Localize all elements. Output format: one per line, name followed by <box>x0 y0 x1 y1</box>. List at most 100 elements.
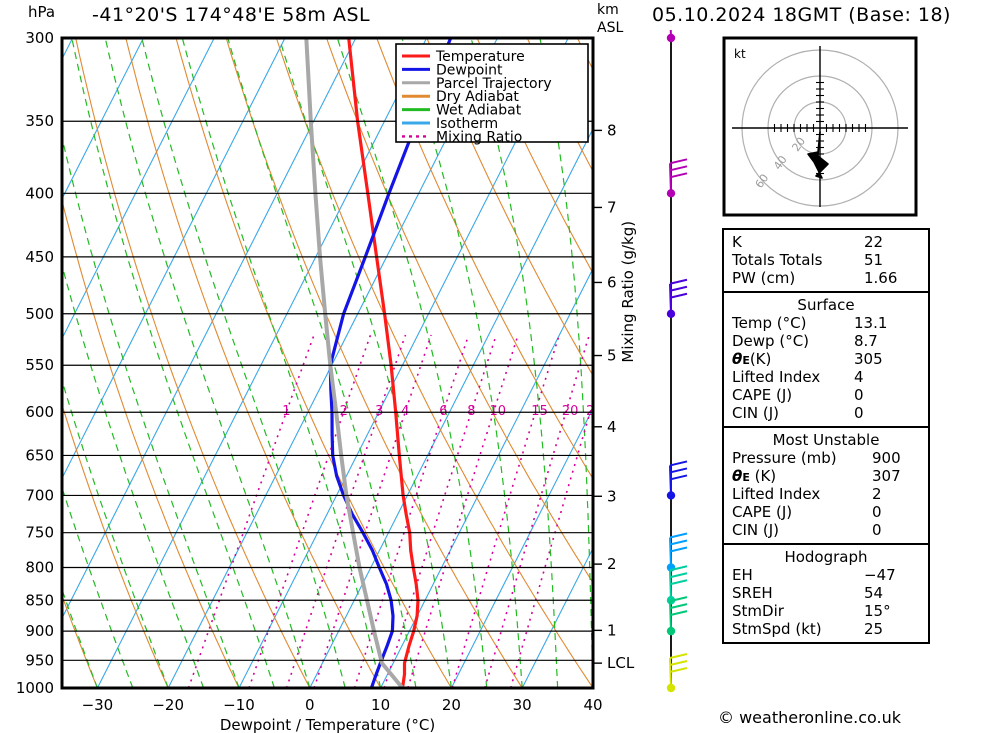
most-unstable-panel: Most Unstable Pressure (mb) 900 θE (K) 307 Li… <box>722 426 930 545</box>
index-value: 15° <box>864 602 891 620</box>
index-label: Lifted Index <box>732 368 821 386</box>
dry-adiabat-line <box>62 198 240 688</box>
temperature-tick-label: −20 <box>152 696 184 714</box>
index-label: Lifted Index <box>732 485 821 503</box>
index-label: Dewp (°C) <box>732 332 810 350</box>
pressure-tick-label: 300 <box>25 29 54 47</box>
index-value: 51 <box>864 251 884 269</box>
index-label: CAPE (J) <box>732 503 793 521</box>
height-tick-label: 2 <box>607 555 617 573</box>
index-row: Dewp (°C) 8.7 <box>732 332 920 350</box>
hodograph-unit-label: kt <box>734 47 746 61</box>
asl-unit-label: ASL <box>597 20 624 36</box>
mixing-ratio-line <box>353 334 470 688</box>
mixing-ratio-line <box>451 334 560 688</box>
isotherm-line <box>521 546 593 688</box>
pressure-tick-label: 350 <box>25 112 54 130</box>
index-label: CAPE (J) <box>732 386 793 404</box>
pressure-tick-label: 850 <box>25 591 54 609</box>
index-value: −47 <box>864 566 896 584</box>
x-axis-label: Dewpoint / Temperature (°C) <box>220 716 435 733</box>
wet-adiabat-line <box>62 485 134 688</box>
index-value: 0 <box>872 521 882 539</box>
wind-barb <box>666 278 688 318</box>
hodograph-stats-panel-title: Hodograph <box>784 548 868 566</box>
wet-adiabat-line <box>181 38 382 688</box>
index-label: SREH <box>732 584 773 602</box>
copyright-label: © weatheronline.co.uk <box>718 708 901 727</box>
index-row: SREH 54 <box>732 584 920 602</box>
pressure-tick-label: 600 <box>25 403 54 421</box>
isotherm-line <box>167 38 498 688</box>
index-value: 25 <box>864 620 884 638</box>
isotherm-line <box>309 127 593 688</box>
surface-panel: Surface Temp (°C) 13.1 Dewp (°C) 8.7 θE(K) 305… <box>722 291 930 428</box>
index-label: K <box>732 233 742 251</box>
km-unit-label: km <box>597 2 619 18</box>
temperature-tick-label: 40 <box>583 696 602 714</box>
index-value: 900 <box>872 449 901 467</box>
index-row: Temp (°C) 13.1 <box>732 314 920 332</box>
index-value: 307 <box>872 467 901 485</box>
legend-label: Isotherm <box>436 116 498 132</box>
height-tick-label: 8 <box>607 121 617 139</box>
wet-adiabat-line <box>141 38 346 688</box>
isotherm-line <box>62 38 357 620</box>
isotherm-line <box>238 38 569 688</box>
index-value: 0 <box>854 386 864 404</box>
index-value: 1.66 <box>864 269 898 287</box>
wet-adiabat-line <box>0 38 27 688</box>
legend-label: Dry Adiabat <box>436 89 519 105</box>
pressure-tick-label: 400 <box>25 184 54 202</box>
most-unstable-panel-title: Most Unstable <box>772 431 880 449</box>
height-tick-label: 3 <box>607 487 617 505</box>
isotherm-line <box>450 407 593 688</box>
mixing-ratio-axis-label: Mixing Ratio (g/kg) <box>619 221 637 363</box>
index-row: CIN (J) 0 <box>732 521 920 539</box>
index-row: θE(K) 305 <box>732 350 920 368</box>
index-label: StmDir <box>732 602 784 620</box>
height-tick-label: 1 <box>607 621 617 639</box>
index-value: 305 <box>854 350 883 368</box>
dry-adiabat-line <box>62 594 98 688</box>
legend-label: Mixing Ratio <box>436 129 522 145</box>
isotherm-line <box>380 267 593 688</box>
pressure-tick-label: 550 <box>25 356 54 374</box>
dry-adiabat-line <box>426 38 593 377</box>
height-tick-label: 6 <box>607 273 617 291</box>
isotherm-line <box>0 38 2 688</box>
page-title: -41°20'S 174°48'E 58m ASL <box>92 4 371 26</box>
pressure-tick-label: 800 <box>25 559 54 577</box>
index-label: StmSpd (kt) <box>732 620 822 638</box>
wind-barb <box>666 532 688 572</box>
index-row: Totals Totals 51 <box>732 251 920 269</box>
temperature-tick-label: −30 <box>82 696 114 714</box>
index-label: Temp (°C) <box>732 314 807 332</box>
lcl-label: LCL <box>607 654 635 672</box>
dry-adiabat-line <box>476 38 593 275</box>
mixing-ratio-line <box>285 334 407 688</box>
height-tick-label: 5 <box>607 347 617 365</box>
surface-panel-title: Surface <box>797 296 855 314</box>
index-row: θE (K) 307 <box>732 467 920 485</box>
legend-box <box>395 43 589 143</box>
index-label: EH <box>732 566 753 584</box>
wet-adiabat-line <box>71 38 275 688</box>
plot-frame <box>60 36 595 690</box>
index-row: Lifted Index 4 <box>732 368 920 386</box>
index-row: Pressure (mb) 900 <box>732 449 920 467</box>
wind-barb <box>666 653 688 693</box>
index-label: Totals Totals <box>732 251 823 269</box>
index-value: 0 <box>854 404 864 422</box>
index-value: 2 <box>872 485 882 503</box>
index-row: CAPE (J) 0 <box>732 386 920 404</box>
index-label: θE (K) <box>732 467 777 485</box>
dry-adiabat-line <box>125 38 382 688</box>
legend-label: Parcel Trajectory <box>436 76 552 92</box>
datetime-label: 05.10.2024 18GMT (Base: 18) <box>652 4 951 26</box>
mixing-ratio-line <box>313 334 432 688</box>
pressure-tick-label: 700 <box>25 486 54 504</box>
index-label: CIN (J) <box>732 404 780 422</box>
